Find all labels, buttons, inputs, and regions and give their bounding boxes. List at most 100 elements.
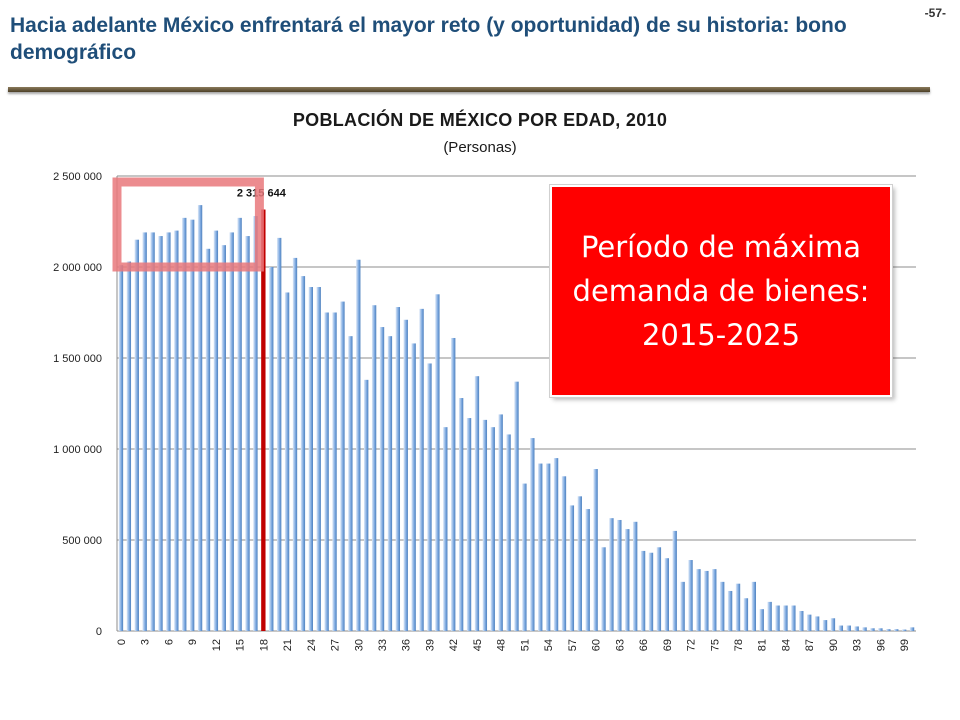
bar: [324, 312, 329, 631]
x-tick-label: 9: [187, 639, 199, 645]
bar: [530, 438, 535, 631]
bar: [498, 414, 503, 631]
bar: [118, 265, 124, 631]
bar: [174, 230, 179, 631]
bar: [142, 232, 147, 632]
bar: [854, 626, 859, 631]
bar: [205, 248, 211, 632]
bar: [474, 376, 480, 631]
bar: [245, 236, 250, 631]
x-tick-label: 78: [733, 639, 745, 651]
bar: [672, 530, 677, 631]
bar: [364, 379, 369, 631]
bar: [443, 427, 448, 631]
x-tick-label: 60: [591, 639, 603, 651]
x-tick-label: 81: [757, 639, 769, 651]
bar: [348, 336, 353, 631]
bar: [197, 205, 203, 631]
bar: [727, 590, 733, 631]
slide-title: Hacia adelante México enfrentará el mayo…: [10, 14, 847, 64]
bar: [640, 550, 646, 631]
bar: [506, 434, 511, 631]
x-tick-label: 90: [828, 639, 840, 651]
bar: [356, 259, 361, 631]
bar: [791, 605, 796, 631]
x-tick-label: 66: [638, 639, 650, 651]
bar: [371, 305, 377, 631]
x-tick-label: 39: [424, 639, 436, 651]
bar: [688, 560, 693, 631]
bar: [189, 219, 195, 631]
x-tick-label: 96: [875, 639, 887, 651]
bar: [751, 581, 757, 631]
x-tick-label: 48: [496, 639, 508, 651]
bar: [490, 427, 495, 631]
bar: [648, 552, 654, 631]
x-tick-label: 30: [353, 639, 365, 651]
bar: [593, 469, 598, 631]
bar: [704, 570, 709, 631]
bar: [735, 583, 741, 631]
bar: [909, 627, 915, 631]
bar: [269, 267, 274, 631]
bar: [229, 232, 234, 632]
bar: [340, 301, 345, 631]
bar: [609, 518, 614, 631]
x-tick-label: 99: [899, 639, 911, 651]
page-number: -57-: [924, 6, 946, 20]
x-tick-label: 75: [709, 639, 721, 651]
bar: [807, 614, 812, 631]
bar: [545, 463, 551, 631]
bar: [458, 398, 464, 631]
bar: [395, 307, 401, 631]
x-tick-label: 54: [543, 639, 555, 651]
x-tick-label: 15: [235, 639, 247, 651]
x-tick-label: 84: [780, 639, 792, 651]
bar: [403, 319, 408, 631]
bar: [901, 629, 907, 631]
y-tick-label: 2 500 000: [53, 171, 102, 183]
bar: [814, 616, 820, 631]
callout-box: Período de máxima demanda de bienes: 201…: [549, 184, 893, 398]
bar: [221, 245, 226, 631]
bar: [862, 627, 867, 631]
bar: [182, 217, 187, 632]
bar: [878, 628, 883, 631]
bar: [775, 605, 780, 631]
x-tick-label: 42: [448, 639, 460, 651]
bar: [253, 216, 258, 632]
bar: [759, 609, 764, 631]
y-tick-label: 1 500 000: [53, 353, 102, 365]
bar: [664, 558, 669, 631]
bar: [213, 230, 219, 631]
x-tick-label: 24: [306, 639, 318, 651]
bar: [712, 569, 717, 631]
chart-title: POBLACIÓN DE MÉXICO POR EDAD, 2010: [292, 110, 668, 130]
bar: [158, 236, 163, 631]
bar: [585, 509, 590, 631]
bar: [656, 547, 662, 631]
bar: [166, 232, 171, 632]
bar: [522, 483, 527, 631]
y-tick-label: 1 000 000: [53, 444, 102, 456]
bar: [894, 629, 899, 631]
bar: [743, 598, 749, 631]
bar: [625, 529, 630, 631]
chart-subtitle: (Personas): [443, 139, 517, 156]
bar: [276, 237, 282, 631]
x-tick-label: 57: [567, 639, 579, 651]
bar: [553, 458, 559, 631]
x-tick-label: 21: [282, 639, 294, 651]
bar: [632, 521, 638, 631]
x-tick-label: 72: [686, 639, 698, 651]
x-tick-label: 45: [472, 639, 484, 651]
bar: [680, 581, 685, 631]
bar: [134, 239, 139, 631]
x-tick-label: 93: [852, 639, 864, 651]
bar: [870, 628, 875, 631]
y-tick-label: 0: [96, 626, 102, 638]
callout-text: Período de máxima demanda de bienes: 201…: [572, 230, 870, 352]
bar: [300, 276, 306, 631]
highlight-range-box: [112, 177, 264, 272]
